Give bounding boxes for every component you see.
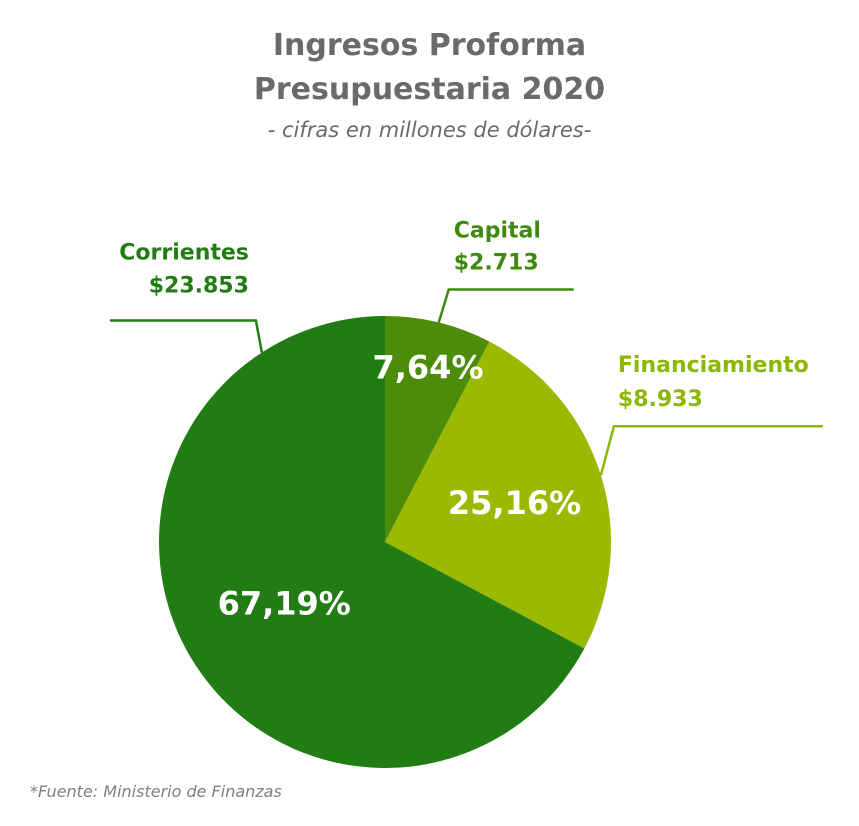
- percent-label-corrientes: 67,19%: [218, 584, 351, 622]
- pie-slice-financiamiento: [385, 341, 611, 649]
- category-label-financiamiento: Financiamiento: [618, 353, 809, 378]
- percent-label-financiamiento: 25,16%: [448, 484, 581, 522]
- chart-title: Ingresos Proforma Presupuestaria 2020: [0, 24, 859, 112]
- category-label-capital: Capital: [454, 218, 541, 243]
- category-label-corrientes: Corrientes: [119, 240, 249, 265]
- pie-slice-corrientes: [159, 316, 585, 768]
- value-label-financiamiento: $8.933: [618, 387, 703, 412]
- value-label-capital: $2.713: [454, 250, 539, 275]
- source-note: *Fuente: Ministerio de Finanzas: [30, 782, 282, 801]
- leader-line-corrientes: [109, 319, 264, 353]
- chart-title-line-2: Presupuestaria 2020: [253, 72, 606, 107]
- percent-label-capital: 7,64%: [372, 348, 483, 386]
- value-label-corrientes: $23.853: [149, 273, 249, 298]
- pie-slice-capital: [385, 316, 490, 542]
- chart-subtitle: - cifras en millones de dólares-: [267, 118, 592, 142]
- chart-title-line-1: Ingresos Proforma: [272, 28, 587, 63]
- leader-line-financiamiento: [599, 424, 823, 476]
- leader-line-capital: [437, 288, 574, 323]
